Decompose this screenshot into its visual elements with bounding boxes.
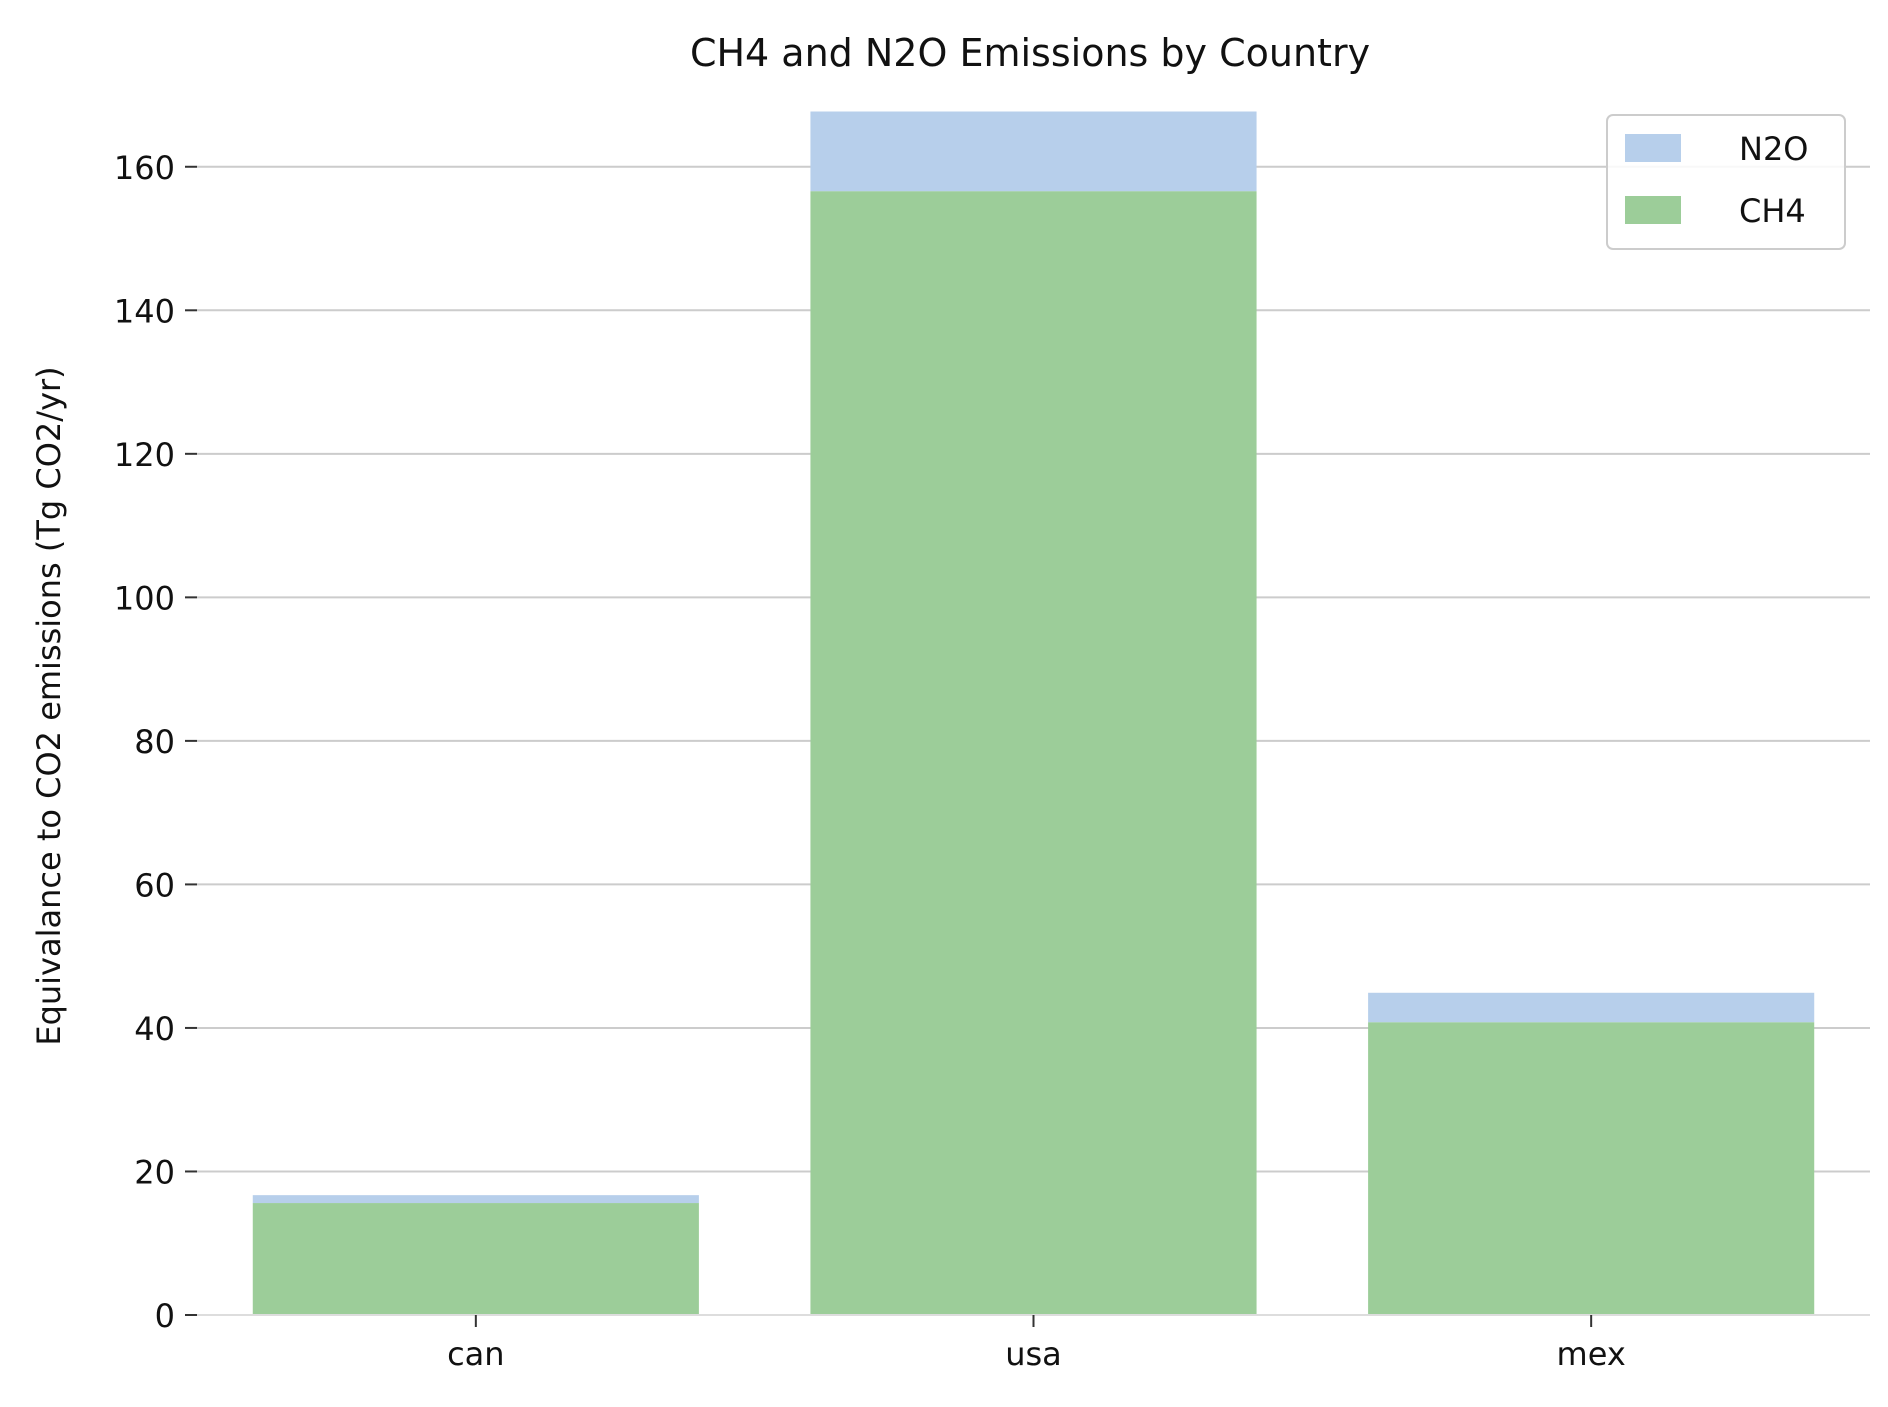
x-tick-label-can: can <box>447 1335 504 1373</box>
bar-n2o-mex <box>1368 992 1815 1023</box>
legend-swatch-n2o <box>1625 134 1681 162</box>
y-tick-label-8: 160 <box>114 149 175 187</box>
legend-label-ch4: CH4 <box>1739 192 1806 230</box>
y-tick-label-0: 0 <box>155 1297 175 1335</box>
axes: 0 20 40 60 80 100 120 140 160 can usa mex <box>114 149 1870 1373</box>
bar-n2o-usa <box>810 111 1257 192</box>
y-tick-label-3: 60 <box>134 866 175 904</box>
legend: N2O CH4 <box>1606 114 1846 250</box>
bar-ch4-usa <box>810 191 1257 1316</box>
y-axis-label: Equivalance to CO2 emissions (Tg CO2/yr) <box>30 366 68 1045</box>
y-tick-label-6: 120 <box>114 436 175 474</box>
bar-n2o-can <box>252 1195 699 1204</box>
x-tick-label-mex: mex <box>1557 1335 1626 1373</box>
y-tick-label-7: 140 <box>114 292 175 330</box>
bar-ch4-mex <box>1368 1022 1815 1315</box>
y-tick-label-2: 40 <box>134 1010 175 1048</box>
x-tick-label-usa: usa <box>1005 1335 1062 1373</box>
bars <box>252 111 1815 1316</box>
legend-swatch-ch4 <box>1625 196 1681 224</box>
legend-label-n2o: N2O <box>1739 130 1808 168</box>
chart-title: CH4 and N2O Emissions by Country <box>690 31 1370 75</box>
bar-ch4-can <box>252 1203 699 1315</box>
y-tick-label-4: 80 <box>134 723 175 761</box>
y-tick-label-1: 20 <box>134 1153 175 1191</box>
y-tick-label-5: 100 <box>114 579 175 617</box>
